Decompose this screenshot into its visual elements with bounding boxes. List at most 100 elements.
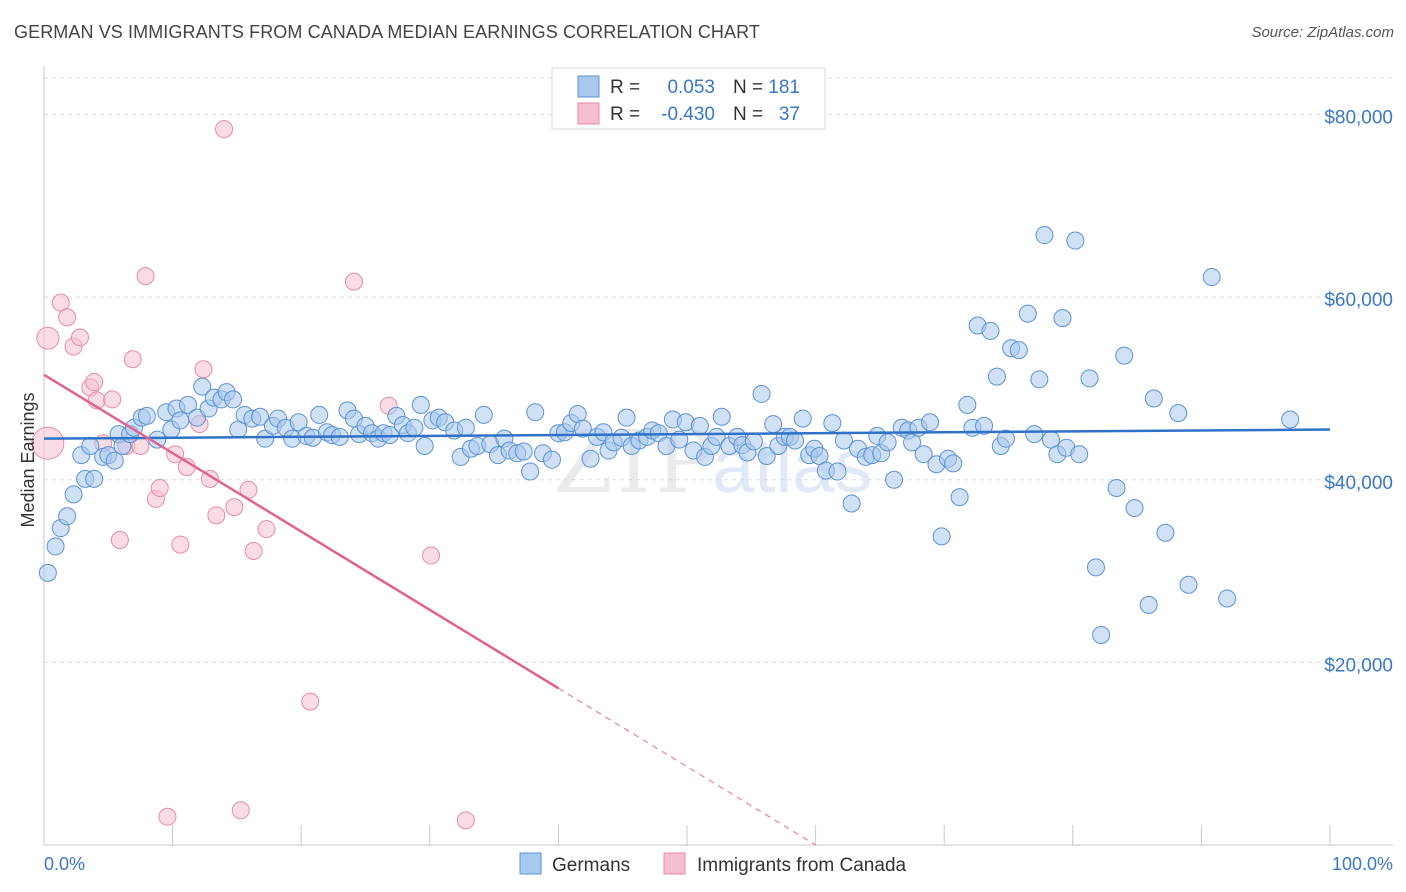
y-tick-label-3: $80,000: [1324, 108, 1393, 129]
point-canada-17: [150, 478, 169, 497]
trend-line-canada: [43, 373, 560, 690]
legend-n-label-canada: N =: [733, 104, 763, 125]
point-germans-59: [411, 395, 430, 414]
series-germans-points: [38, 226, 1300, 644]
legend-r-value-canada: -0.430: [661, 104, 715, 125]
legend-swatch-germans: [577, 75, 600, 98]
point-canada-33: [344, 272, 363, 291]
point-canada-32: [301, 692, 320, 711]
point-germans-149: [975, 416, 994, 435]
point-germans-1: [46, 537, 65, 556]
point-germans-127: [842, 494, 861, 513]
point-canada-26: [215, 120, 234, 139]
point-germans-133: [878, 433, 897, 452]
point-germans-150: [981, 321, 1000, 340]
point-canada-15: [136, 267, 155, 286]
x-tick-label-1: 100.0%: [1332, 854, 1393, 874]
point-canada-18: [158, 807, 177, 826]
point-germans-175: [1169, 404, 1188, 423]
grid-lines: [44, 77, 1393, 663]
point-canada-36: [456, 811, 475, 830]
point-canada-1: [31, 426, 65, 460]
legend-n-value-germans: 181: [768, 77, 800, 98]
point-canada-3: [58, 308, 77, 327]
point-germans-102: [690, 416, 709, 435]
trend-line-canada-extension: [558, 687, 816, 846]
point-germans-142: [932, 527, 951, 546]
point-canada-13: [123, 350, 142, 369]
point-germans-166: [1080, 369, 1099, 388]
point-germans-85: [581, 449, 600, 468]
legend-bottom-label-germans: Germans: [552, 855, 630, 876]
point-germans-79: [542, 450, 561, 469]
y-tick-label-2: $60,000: [1324, 290, 1393, 311]
point-germans-66: [456, 418, 475, 437]
point-germans-172: [1139, 595, 1158, 614]
point-germans-178: [1218, 589, 1237, 608]
point-germans-177: [1202, 268, 1221, 287]
point-germans-139: [914, 445, 933, 464]
y-tick-labels: $20,000 $40,000 $60,000 $80,000: [1324, 108, 1393, 677]
legend-bottom-label-canada: Immigrants from Canada: [697, 855, 907, 876]
point-canada-0: [36, 326, 60, 350]
point-germans-105: [707, 427, 726, 446]
point-germans-168: [1092, 625, 1111, 644]
trend-line-germans: [43, 428, 1331, 440]
y-axis-label: Median Earnings: [18, 392, 38, 527]
point-germans-30: [224, 390, 243, 409]
legend-bottom-swatch-germans: [519, 852, 542, 875]
point-canada-35: [422, 546, 441, 565]
point-germans-118: [786, 431, 805, 450]
point-germans-156: [1018, 304, 1037, 323]
point-canada-31: [257, 520, 276, 539]
legend-stats: R = 0.053 N = 181 R = -0.430 N = 37: [551, 67, 826, 130]
y-tick-label-1: $40,000: [1324, 473, 1393, 494]
point-germans-119: [793, 409, 812, 428]
chart-title: GERMAN VS IMMIGRANTS FROM CANADA MEDIAN …: [14, 22, 761, 42]
point-canada-28: [231, 801, 250, 820]
point-germans-179: [1281, 410, 1300, 429]
point-canada-27: [225, 498, 244, 517]
point-germans-169: [1107, 478, 1126, 497]
point-germans-167: [1086, 558, 1105, 577]
point-germans-173: [1144, 389, 1163, 408]
point-canada-20: [171, 535, 190, 554]
point-germans-40: [289, 413, 308, 432]
legend-n-label-germans: N =: [733, 77, 763, 98]
legend-series: Germans Immigrants from Canada: [519, 852, 907, 876]
point-germans-23: [179, 395, 198, 414]
point-germans-158: [1030, 370, 1049, 389]
point-germans-153: [996, 429, 1015, 448]
y-tick-label-0: $20,000: [1324, 655, 1393, 676]
point-canada-30: [244, 541, 263, 560]
point-germans-58: [405, 418, 424, 437]
x-tick-labels: 0.0% 100.0%: [44, 854, 1393, 874]
point-germans-111: [744, 432, 763, 451]
point-canada-7: [85, 373, 104, 392]
point-germans-176: [1179, 575, 1198, 594]
point-germans-159: [1035, 226, 1054, 245]
point-germans-106: [712, 407, 731, 426]
point-germans-0: [38, 563, 57, 582]
point-germans-145: [950, 488, 969, 507]
point-germans-162: [1053, 309, 1072, 328]
point-germans-146: [958, 395, 977, 414]
point-germans-8: [85, 469, 104, 488]
point-germans-25: [193, 377, 212, 396]
point-germans-34: [251, 407, 270, 426]
point-canada-23: [194, 360, 213, 379]
point-germans-155: [1009, 341, 1028, 360]
point-germans-76: [521, 462, 540, 481]
point-germans-69: [474, 405, 493, 424]
point-germans-174: [1156, 523, 1175, 542]
x-tick-label-0: 0.0%: [44, 854, 85, 874]
point-germans-171: [1125, 499, 1144, 518]
point-germans-11: [105, 451, 124, 470]
point-canada-5: [71, 328, 90, 347]
legend-r-label-canada: R =: [610, 104, 640, 125]
point-canada-25: [207, 506, 226, 525]
point-germans-170: [1115, 346, 1134, 365]
point-germans-75: [514, 442, 533, 461]
point-germans-60: [415, 436, 434, 455]
point-germans-124: [823, 414, 842, 433]
